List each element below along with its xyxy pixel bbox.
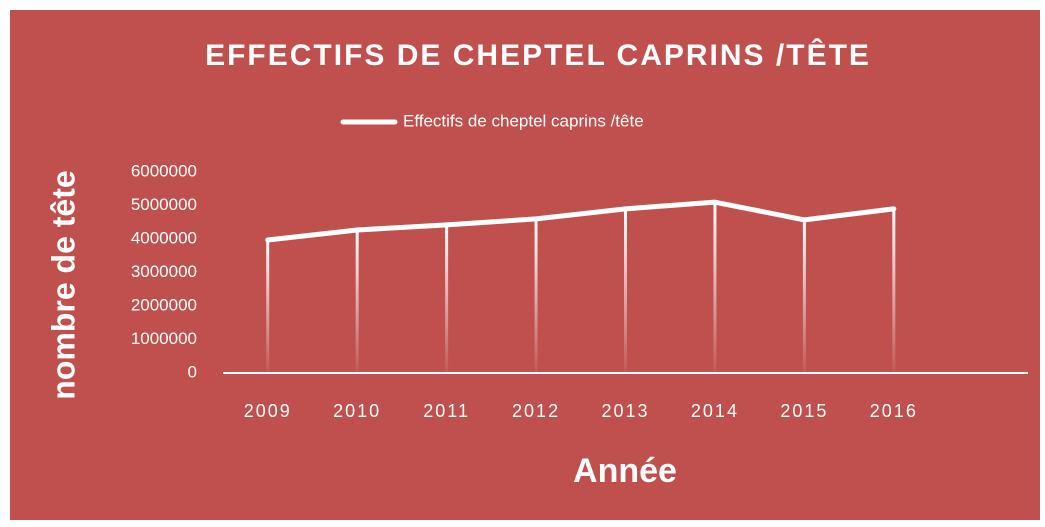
x-tick-label: 2009 xyxy=(244,401,292,421)
y-tick-label: 1000000 xyxy=(131,329,197,348)
chart-background xyxy=(10,10,1040,520)
x-tick-label: 2016 xyxy=(870,401,918,421)
chart-title: EFFECTIFS DE CHEPTEL CAPRINS /TÊTE xyxy=(205,38,871,72)
drop-line xyxy=(713,202,717,373)
x-tick-label: 2013 xyxy=(601,401,649,421)
legend-label: Effectifs de cheptel caprins /tête xyxy=(403,111,644,130)
drop-line xyxy=(802,219,806,373)
y-axis-title: nombre de tête xyxy=(45,170,81,399)
x-tick-label: 2012 xyxy=(512,401,560,421)
series-line xyxy=(265,199,897,243)
drop-line xyxy=(534,218,538,373)
x-axis-title: Année xyxy=(573,452,677,490)
x-tick-label: 2014 xyxy=(691,401,739,421)
drop-line xyxy=(445,224,449,373)
y-tick-label: 4000000 xyxy=(131,228,197,247)
drop-line xyxy=(266,240,270,373)
x-tick-label: 2010 xyxy=(333,401,381,421)
drop-line xyxy=(892,208,896,373)
y-tick-label: 5000000 xyxy=(131,195,197,214)
y-tick-label: 2000000 xyxy=(131,295,197,314)
y-tick-label: 0 xyxy=(188,362,197,381)
drop-line xyxy=(624,208,627,373)
y-tick-label: 6000000 xyxy=(131,161,197,180)
drop-line xyxy=(355,229,359,373)
x-tick-label: 2011 xyxy=(423,401,470,421)
y-tick-label: 3000000 xyxy=(131,262,197,281)
x-tick-label: 2015 xyxy=(780,401,828,421)
